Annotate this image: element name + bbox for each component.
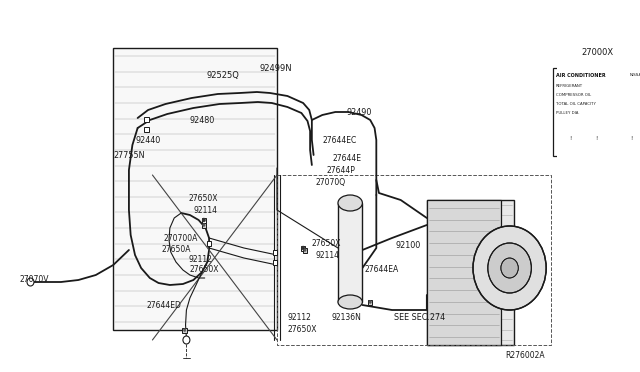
- Text: !: !: [570, 135, 572, 141]
- Text: 270700A: 270700A: [164, 234, 198, 243]
- Text: 92112: 92112: [287, 314, 311, 323]
- Text: COMPRESSOR OIL: COMPRESSOR OIL: [556, 93, 591, 97]
- Text: REFRIGERANT: REFRIGERANT: [556, 84, 583, 88]
- Text: !: !: [596, 135, 598, 141]
- Ellipse shape: [338, 295, 362, 309]
- Bar: [144, 116, 148, 122]
- Bar: [553, 68, 640, 156]
- Bar: [207, 241, 211, 246]
- Text: 27000X: 27000X: [582, 48, 614, 57]
- Circle shape: [501, 258, 518, 278]
- Text: TOTAL OIL CAPACITY: TOTAL OIL CAPACITY: [556, 102, 596, 106]
- Text: 92490: 92490: [347, 108, 372, 116]
- Bar: [427, 200, 501, 345]
- Bar: [338, 203, 362, 302]
- Text: 27755N: 27755N: [113, 151, 145, 160]
- Text: 92112: 92112: [188, 256, 212, 264]
- Circle shape: [473, 226, 546, 310]
- Text: 27644P: 27644P: [326, 166, 356, 174]
- Text: 27650X: 27650X: [312, 238, 341, 247]
- Circle shape: [27, 278, 34, 286]
- Bar: [368, 299, 372, 305]
- Text: 92114: 92114: [316, 250, 339, 260]
- Circle shape: [301, 246, 305, 250]
- Text: 27650A: 27650A: [161, 246, 191, 254]
- Text: 27650X: 27650X: [287, 326, 317, 334]
- Ellipse shape: [338, 195, 362, 211]
- Text: 27650X: 27650X: [190, 266, 220, 275]
- Text: SEE SEC.274: SEE SEC.274: [394, 314, 445, 323]
- Circle shape: [488, 243, 531, 293]
- Bar: [144, 126, 148, 131]
- Bar: [303, 247, 307, 253]
- Circle shape: [202, 224, 205, 227]
- Text: 92114: 92114: [193, 205, 218, 215]
- Bar: [202, 218, 206, 222]
- Text: 27070V: 27070V: [19, 276, 49, 285]
- Text: R276002A: R276002A: [505, 350, 545, 359]
- Circle shape: [184, 328, 186, 331]
- Text: PULLEY DIA.: PULLEY DIA.: [556, 111, 579, 115]
- Bar: [273, 250, 278, 254]
- Text: 27644ED: 27644ED: [147, 301, 181, 311]
- Bar: [301, 246, 305, 250]
- Text: 92499N: 92499N: [260, 64, 292, 73]
- Text: 27644EA: 27644EA: [364, 266, 398, 275]
- Bar: [182, 327, 187, 333]
- Text: 92480: 92480: [190, 115, 215, 125]
- Text: 27644EC: 27644EC: [323, 135, 356, 144]
- Bar: [113, 48, 277, 330]
- Text: 92525Q: 92525Q: [207, 71, 239, 80]
- Bar: [273, 260, 278, 264]
- Text: 92136N: 92136N: [331, 314, 361, 323]
- Text: 27644E: 27644E: [333, 154, 362, 163]
- Circle shape: [369, 301, 372, 304]
- Circle shape: [183, 336, 190, 344]
- Bar: [202, 222, 206, 228]
- Text: 27650X: 27650X: [188, 193, 218, 202]
- Text: 27070Q: 27070Q: [316, 177, 346, 186]
- Circle shape: [303, 248, 306, 251]
- Bar: [427, 200, 514, 345]
- Text: AIR CONDITIONER: AIR CONDITIONER: [556, 73, 606, 77]
- Circle shape: [202, 218, 205, 222]
- Text: 92440: 92440: [136, 135, 161, 144]
- Text: !: !: [630, 135, 633, 141]
- Text: NISSAN: NISSAN: [630, 73, 640, 77]
- Text: 92100: 92100: [396, 241, 420, 250]
